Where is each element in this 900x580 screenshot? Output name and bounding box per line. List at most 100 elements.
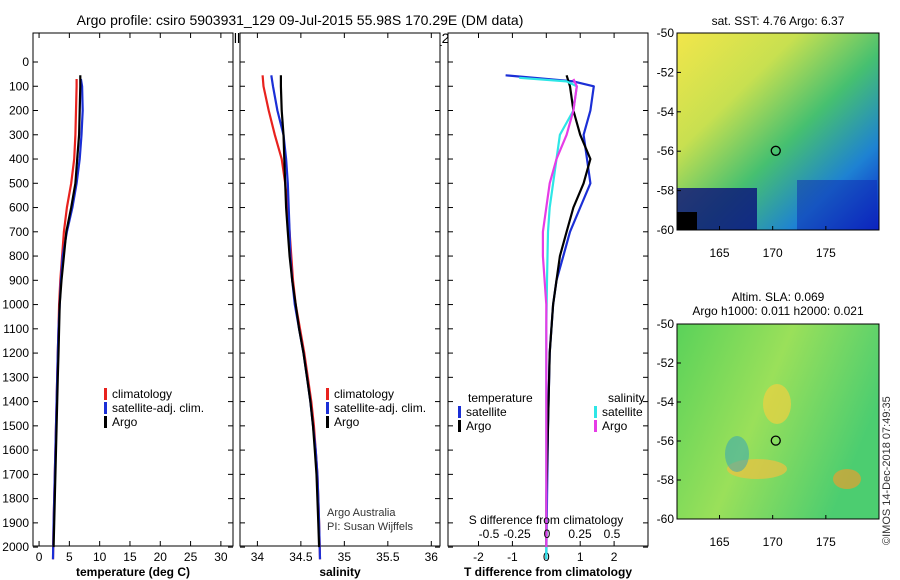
s-tick-5: 0.5 [604, 527, 621, 541]
temperature-panel: 0 5 10 15 20 25 30 temperature (deg C) 0 100 200 30… [2, 32, 234, 579]
y-tick-label: 2000 [2, 540, 29, 554]
legend-swatch [326, 402, 329, 414]
s-tick-4: 0.25 [568, 527, 592, 541]
y-tick-label: 200 [9, 104, 29, 118]
map-y-tick-label: -60 [657, 223, 675, 237]
y-tick-label: 1500 [2, 419, 29, 433]
map-x-tick-label: 165 [710, 246, 730, 260]
legend-swatch [104, 402, 107, 414]
x-tick-label: 25 [184, 550, 198, 564]
map-y-tick-label: -54 [657, 395, 675, 409]
x-tick-label: 5 [66, 550, 73, 564]
y-tick-label: 300 [9, 128, 29, 142]
series-line-s-argo [541, 78, 578, 548]
map-y-tick-label: -50 [657, 26, 675, 40]
legend-swatch [458, 406, 461, 418]
legend-label: Argo [334, 415, 360, 429]
x-tick-label: 2 [611, 550, 618, 564]
argo-float-marker [770, 145, 781, 156]
plot-frame [32, 32, 234, 547]
legend-label: satellite-adj. clim. [112, 401, 204, 415]
legend-label: Argo [112, 415, 138, 429]
argo-float-marker [770, 435, 781, 446]
sst-map-title: sat. SST: 4.76 Argo: 6.37 [712, 14, 845, 28]
s-difference-label: S difference from climatology [469, 513, 624, 527]
x-axis-label: T difference from climatology [464, 565, 632, 579]
s-tick-3: 0 [544, 527, 551, 541]
map-y-tick-label: -52 [657, 356, 675, 370]
x-axis-label: salinity [319, 565, 361, 579]
x-tick-label: 35.5 [376, 550, 400, 564]
legend-label: climatology [112, 387, 172, 401]
y-tick-label: 100 [9, 79, 29, 93]
legend-swatch [326, 388, 329, 400]
y-tick-label: 700 [9, 225, 29, 239]
map-y-tick-label: -60 [657, 512, 675, 526]
y-tick-label: 1100 [3, 322, 29, 336]
y-tick-label: 1900 [2, 516, 29, 530]
land-mask [677, 212, 697, 230]
legend-swatch [104, 388, 107, 400]
y-tick-label: 1400 [2, 395, 29, 409]
y-tick-label: 400 [9, 152, 29, 166]
series-line-argo [545, 74, 592, 548]
legend-label: satellite-adj. clim. [334, 401, 426, 415]
sla-map-subtitle: Argo h1000: 0.011 h2000: 0.021 [692, 304, 864, 318]
legend-label: satellite [466, 405, 507, 419]
y-tick-label: 600 [9, 201, 29, 215]
sla-map-title: Altim. SLA: 0.069 [732, 290, 825, 304]
sla-anomaly [833, 469, 861, 489]
legend-label: Argo [602, 419, 628, 433]
x-tick-label: 20 [154, 550, 168, 564]
sla-anomaly [763, 384, 791, 424]
map-y-tick-label: -58 [657, 184, 675, 198]
x-tick-label: 30 [214, 550, 228, 564]
y-tick-label: 0 [22, 55, 29, 69]
difference-panel: -2 -1 0 1 2T difference from climatology temp… [447, 32, 649, 579]
map-frame [676, 32, 880, 231]
y-tick-label: 1600 [2, 443, 29, 457]
map-x-tick-label: 175 [816, 535, 836, 549]
legend-swatch [326, 416, 329, 428]
x-tick-label: 36 [425, 550, 439, 564]
map-y-tick-label: -56 [657, 434, 675, 448]
map-y-tick-label: -52 [657, 65, 675, 79]
x-tick-label: 15 [123, 550, 137, 564]
map-y-tick-label: -56 [657, 144, 675, 158]
credit-institution: Argo Australia [327, 507, 396, 519]
y-tick-label: 800 [9, 249, 29, 263]
series-line-argo [279, 75, 321, 548]
x-axis-label: temperature (deg C) [76, 565, 190, 579]
cold-patch-2 [797, 180, 877, 230]
y-tick-label: 900 [9, 273, 29, 287]
map-y-tick-label: -50 [657, 317, 675, 331]
sst-map: 165 170 175 -50 -52 -54 -56 -58 -60 [657, 26, 880, 260]
main-title: Argo profile: csiro 5903931_129 09-Jul-2… [77, 12, 524, 28]
legend-label: climatology [334, 387, 394, 401]
y-tick-label: 1200 [2, 346, 29, 360]
y-tick-label: 500 [9, 176, 29, 190]
map-x-tick-label: 170 [763, 535, 783, 549]
imos-timestamp: ©IMOS 14-Dec-2018 07:49:35 [881, 396, 893, 545]
map-x-tick-label: 175 [816, 246, 836, 260]
sla-anomaly [725, 436, 749, 472]
map-x-tick-label: 165 [710, 535, 730, 549]
x-tick-label: 1 [577, 550, 584, 564]
y-tick-label: 1700 [2, 467, 29, 481]
x-tick-label: -2 [473, 550, 484, 564]
x-tick-label: 0 [36, 550, 43, 564]
legend-swatch [104, 416, 107, 428]
map-frame [676, 323, 880, 520]
y-tick-label: 1000 [2, 298, 29, 312]
x-tick-label: -1 [507, 550, 518, 564]
map-x-tick-label: 170 [763, 246, 783, 260]
plot-frame [239, 32, 441, 547]
legend-title-salinity: salinity [608, 391, 645, 405]
s-tick-2: -0.25 [503, 527, 531, 541]
x-tick-label: 34.5 [289, 550, 313, 564]
legend-swatch [458, 420, 461, 432]
y-tick-label: 1800 [2, 492, 29, 506]
legend-label: satellite [602, 405, 643, 419]
legend-swatch [594, 406, 597, 418]
